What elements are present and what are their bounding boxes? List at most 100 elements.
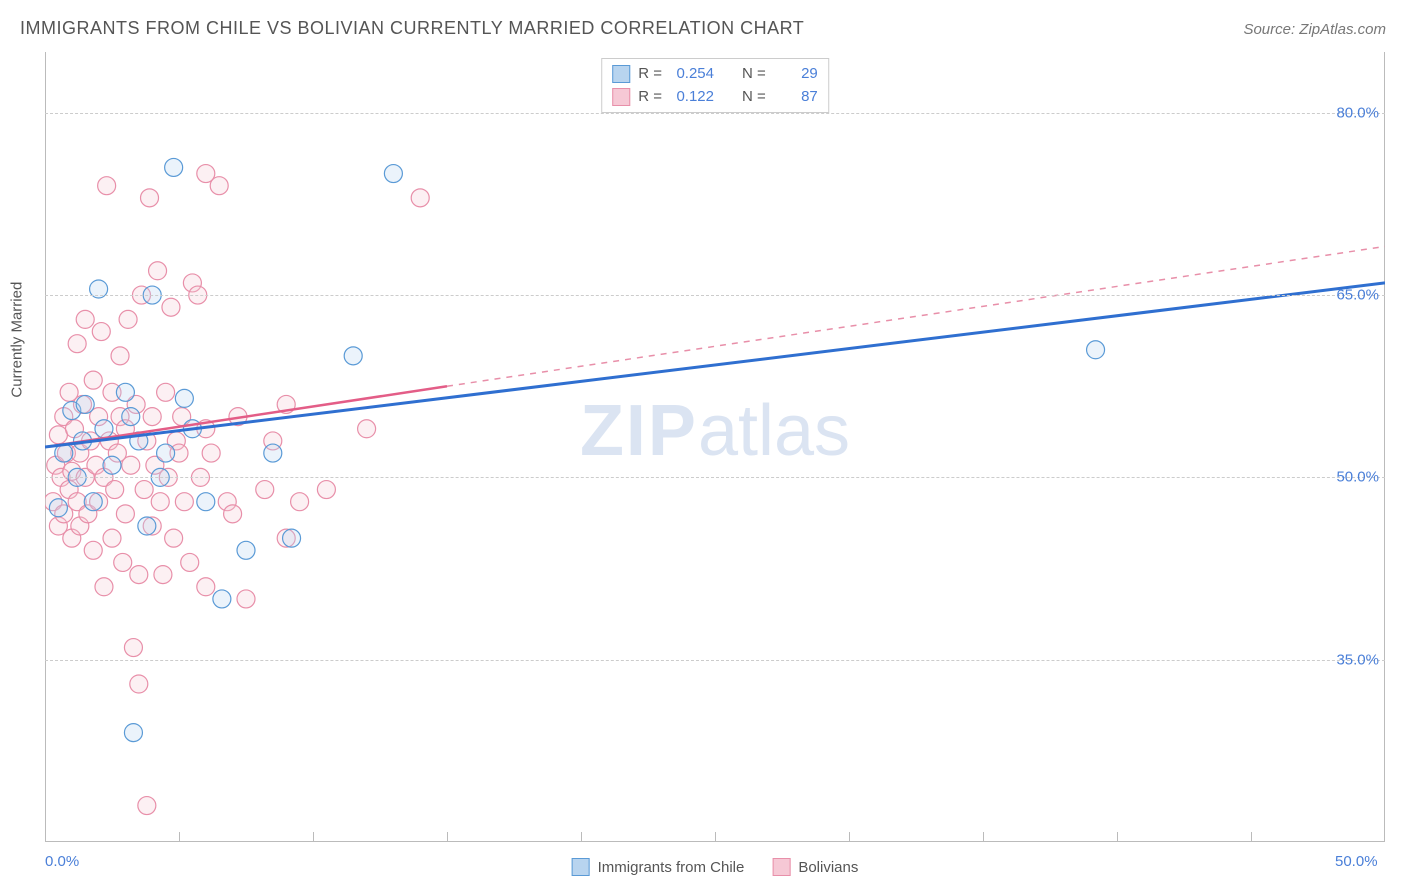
scatter-point — [98, 177, 116, 195]
y-tick-label: 50.0% — [1336, 469, 1379, 486]
scatter-point — [130, 566, 148, 584]
scatter-point — [122, 408, 140, 426]
gridline-h — [45, 660, 1385, 661]
scatter-point — [165, 529, 183, 547]
scatter-point — [264, 444, 282, 462]
trend-line — [447, 246, 1385, 386]
scatter-point — [95, 420, 113, 438]
scatter-point — [49, 426, 67, 444]
y-tick-label: 65.0% — [1336, 287, 1379, 304]
scatter-point — [116, 505, 134, 523]
scatter-point — [103, 456, 121, 474]
x-tick — [715, 832, 716, 842]
stats-box: R = 0.254 N = 29 R = 0.122 N = 87 — [601, 58, 829, 113]
scatter-point — [202, 444, 220, 462]
r-label: R = — [638, 86, 662, 109]
scatter-point — [283, 529, 301, 547]
scatter-point — [130, 675, 148, 693]
scatter-point — [317, 481, 335, 499]
swatch-chile — [572, 858, 590, 876]
stats-row-chile: R = 0.254 N = 29 — [612, 63, 818, 86]
r-label: R = — [638, 63, 662, 86]
scatter-point — [76, 395, 94, 413]
scatter-point — [84, 541, 102, 559]
gridline-h — [45, 113, 1385, 114]
scatter-plot — [45, 52, 1385, 842]
scatter-point — [138, 517, 156, 535]
scatter-point — [103, 529, 121, 547]
r-value-chile: 0.254 — [670, 63, 714, 86]
legend-label-bolivia: Bolivians — [798, 859, 858, 876]
swatch-bolivia — [612, 88, 630, 106]
source-label: Source: ZipAtlas.com — [1243, 21, 1386, 38]
scatter-point — [135, 481, 153, 499]
scatter-point — [256, 481, 274, 499]
scatter-point — [162, 298, 180, 316]
gridline-h — [45, 295, 1385, 296]
scatter-point — [111, 347, 129, 365]
swatch-chile — [612, 65, 630, 83]
scatter-point — [114, 553, 132, 571]
scatter-point — [154, 566, 172, 584]
scatter-point — [76, 310, 94, 328]
x-tick — [179, 832, 180, 842]
legend-item-chile: Immigrants from Chile — [572, 858, 745, 876]
x-tick-label: 0.0% — [45, 853, 79, 870]
chart-container: Currently Married ZIPatlas R = 0.254 N =… — [45, 52, 1385, 842]
scatter-point — [384, 165, 402, 183]
x-tick — [849, 832, 850, 842]
scatter-point — [68, 335, 86, 353]
x-tick — [1251, 832, 1252, 842]
scatter-point — [84, 371, 102, 389]
scatter-point — [224, 505, 242, 523]
scatter-point — [197, 578, 215, 596]
scatter-point — [124, 724, 142, 742]
scatter-point — [92, 323, 110, 341]
scatter-point — [210, 177, 228, 195]
scatter-point — [151, 493, 169, 511]
stats-row-bolivia: R = 0.122 N = 87 — [612, 86, 818, 109]
x-tick — [447, 832, 448, 842]
legend-item-bolivia: Bolivians — [772, 858, 858, 876]
bottom-legend: Immigrants from Chile Bolivians — [572, 858, 859, 876]
scatter-point — [175, 493, 193, 511]
x-tick — [581, 832, 582, 842]
scatter-point — [175, 389, 193, 407]
r-value-bolivia: 0.122 — [670, 86, 714, 109]
scatter-point — [141, 189, 159, 207]
scatter-point — [358, 420, 376, 438]
scatter-point — [84, 493, 102, 511]
scatter-point — [1087, 341, 1105, 359]
scatter-point — [237, 590, 255, 608]
legend-label-chile: Immigrants from Chile — [598, 859, 745, 876]
x-tick — [1117, 832, 1118, 842]
n-value-bolivia: 87 — [774, 86, 818, 109]
scatter-point — [119, 310, 137, 328]
scatter-point — [157, 444, 175, 462]
chart-title: IMMIGRANTS FROM CHILE VS BOLIVIAN CURREN… — [20, 18, 804, 39]
scatter-point — [49, 499, 67, 517]
plot-area: ZIPatlas R = 0.254 N = 29 R = 0.122 N = … — [45, 52, 1385, 842]
y-tick-label: 80.0% — [1336, 104, 1379, 121]
n-label: N = — [742, 86, 766, 109]
scatter-point — [143, 408, 161, 426]
scatter-point — [165, 158, 183, 176]
x-tick-label: 50.0% — [1335, 853, 1378, 870]
scatter-point — [106, 481, 124, 499]
y-axis-label: Currently Married — [9, 282, 26, 398]
scatter-point — [181, 553, 199, 571]
scatter-point — [197, 493, 215, 511]
n-label: N = — [742, 63, 766, 86]
scatter-point — [122, 456, 140, 474]
y-tick-label: 35.0% — [1336, 651, 1379, 668]
scatter-point — [138, 797, 156, 815]
scatter-point — [411, 189, 429, 207]
swatch-bolivia — [772, 858, 790, 876]
scatter-point — [124, 639, 142, 657]
scatter-point — [149, 262, 167, 280]
scatter-point — [95, 578, 113, 596]
gridline-h — [45, 477, 1385, 478]
trend-line — [45, 283, 1385, 447]
scatter-point — [291, 493, 309, 511]
x-tick — [313, 832, 314, 842]
